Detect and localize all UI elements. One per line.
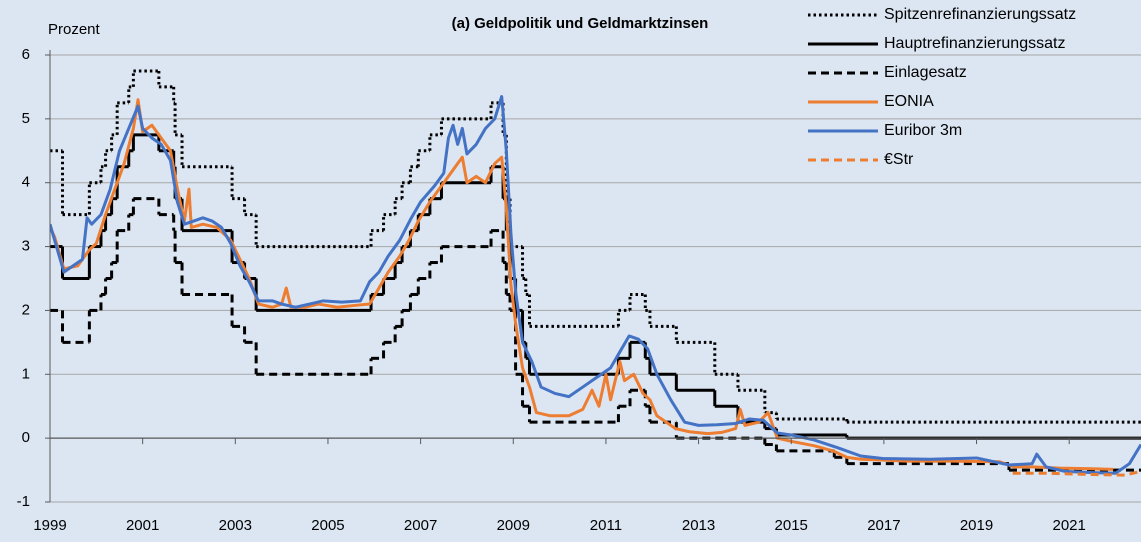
y-tick-label: -1 — [17, 493, 30, 510]
y-axis-label: Prozent — [48, 21, 101, 38]
x-tick-label: 2011 — [590, 517, 622, 534]
y-tick-label: 1 — [22, 365, 30, 382]
x-tick-label: 2017 — [867, 517, 900, 534]
series-line — [50, 95, 1141, 475]
x-tick-label: 2019 — [960, 517, 993, 534]
y-tick-label: 5 — [22, 110, 30, 127]
x-tick-label: 1999 — [33, 517, 66, 534]
chart-title: (a) Geldpolitik und Geldmarktzinsen — [452, 15, 709, 32]
x-tick-label: 2015 — [775, 517, 808, 534]
grid — [50, 54, 1141, 503]
x-tick-label: 2007 — [404, 517, 437, 534]
x-tick-label: 2009 — [497, 517, 530, 534]
series-line — [1012, 469, 1141, 477]
legend-label: €Str — [884, 151, 914, 168]
legend-label: EONIA — [884, 93, 934, 110]
y-tick-label: 4 — [22, 174, 30, 191]
series-line — [50, 98, 1114, 471]
legend-label: Einlagesatz — [884, 64, 967, 81]
legend-label: Hauptrefinanzierungssatz — [884, 35, 1065, 52]
y-tick-label: 6 — [22, 46, 30, 63]
x-tick-label: 2021 — [1053, 517, 1086, 534]
legend-label: Euribor 3m — [884, 122, 962, 139]
x-tick-label: 2003 — [219, 517, 252, 534]
y-tick-label: 2 — [22, 301, 30, 318]
y-tick-label: 0 — [22, 429, 30, 446]
legend-label: Spitzenrefinanzierungssatz — [884, 6, 1076, 23]
axes: -1 0 1 2 3 4 5 6 1999 2001 2003 2005 2007 2009 2011 201… — [17, 46, 1141, 534]
x-tick-label: 2001 — [126, 517, 159, 534]
plot-lines — [50, 69, 1141, 477]
x-tick-label: 2005 — [311, 517, 344, 534]
legend: Spitzenrefinanzierungssatz Hauptrefinanzi… — [808, 6, 1076, 168]
x-tick-label: 2013 — [682, 517, 715, 534]
y-tick-label: 3 — [22, 238, 30, 255]
